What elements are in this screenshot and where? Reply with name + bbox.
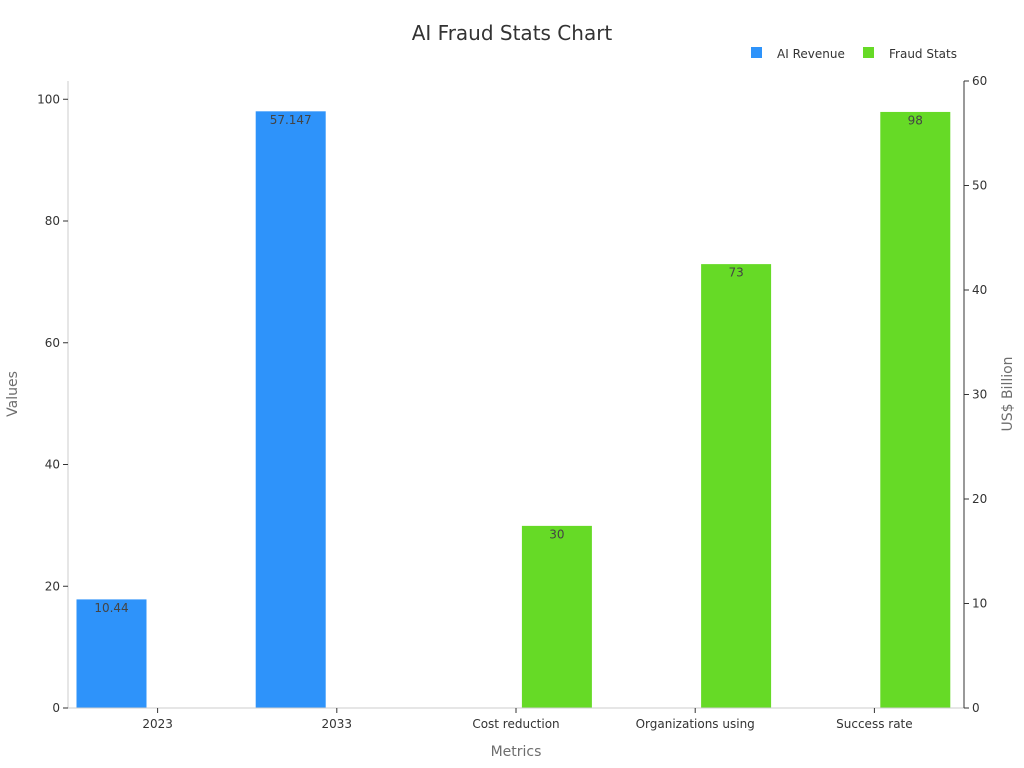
- x-axis-title: Metrics: [491, 744, 542, 760]
- bar-ai-revenue-2023[interactable]: [75, 598, 148, 709]
- bar-fraud-stats-cost-reduction[interactable]: [520, 524, 593, 709]
- legend-item-fraud-stats[interactable]: Fraud Stats: [863, 47, 957, 61]
- y-right-tick-label-60: 60: [972, 74, 987, 88]
- y-left-tick-label-60: 60: [45, 336, 60, 350]
- y-axis-right-title: US$ Billion: [1000, 356, 1016, 431]
- x-tick-label-cost-reduction: Cost reduction: [472, 717, 559, 731]
- y-left-tick-label-40: 40: [45, 458, 60, 472]
- legend-label-ai-revenue: AI Revenue: [777, 47, 845, 61]
- bar-labels: 10.44 57.147 30 73 98: [94, 113, 923, 615]
- legend-swatch-ai-revenue: [751, 47, 762, 58]
- y-right-tick-label-10: 10: [972, 597, 987, 611]
- x-tick-label-success-rate: Success rate: [836, 717, 913, 731]
- y-right-tick-label-20: 20: [972, 492, 987, 506]
- y-right-tick-label-30: 30: [972, 388, 987, 402]
- legend-label-fraud-stats: Fraud Stats: [889, 47, 957, 61]
- legend-item-ai-revenue[interactable]: AI Revenue: [751, 47, 845, 61]
- bar-fraud-stats-organizations-using[interactable]: [700, 263, 773, 709]
- y-axis-left-ticks: 0 20 40 60 80 100: [37, 92, 68, 715]
- y-left-tick-label-100: 100: [37, 92, 60, 106]
- data-label-ai-revenue-2033: 57.147: [270, 113, 312, 127]
- data-label-fraud-stats-organizations-using: 73: [728, 266, 743, 280]
- y-axis-left-title: Values: [5, 371, 21, 417]
- y-right-tick-label-0: 0: [972, 701, 980, 715]
- x-tick-label-2023: 2023: [142, 717, 173, 731]
- y-axis-right-ticks: 0 10 20 30 40 50 60: [964, 74, 987, 715]
- data-label-fraud-stats-success-rate: 98: [908, 113, 923, 127]
- y-left-tick-label-0: 0: [52, 701, 60, 715]
- data-label-ai-revenue-2023: 10.44: [94, 601, 128, 615]
- x-tick-label-organizations-using: Organizations using: [636, 717, 755, 731]
- data-label-fraud-stats-cost-reduction: 30: [549, 527, 564, 541]
- bar-fraud-stats-success-rate[interactable]: [879, 110, 952, 709]
- y-left-tick-label-80: 80: [45, 214, 60, 228]
- chart-title: AI Fraud Stats Chart: [412, 21, 613, 45]
- y-right-tick-label-50: 50: [972, 179, 987, 193]
- bar-ai-revenue-2033[interactable]: [254, 110, 327, 709]
- x-tick-label-2033: 2033: [322, 717, 353, 731]
- bars: [75, 110, 952, 709]
- y-right-tick-label-40: 40: [972, 283, 987, 297]
- legend-swatch-fraud-stats: [863, 47, 874, 58]
- x-axis-ticks: 2023 2033 Cost reduction Organizations usin…: [142, 708, 913, 731]
- legend: AI Revenue Fraud Stats: [751, 47, 957, 61]
- y-left-tick-label-20: 20: [45, 579, 60, 593]
